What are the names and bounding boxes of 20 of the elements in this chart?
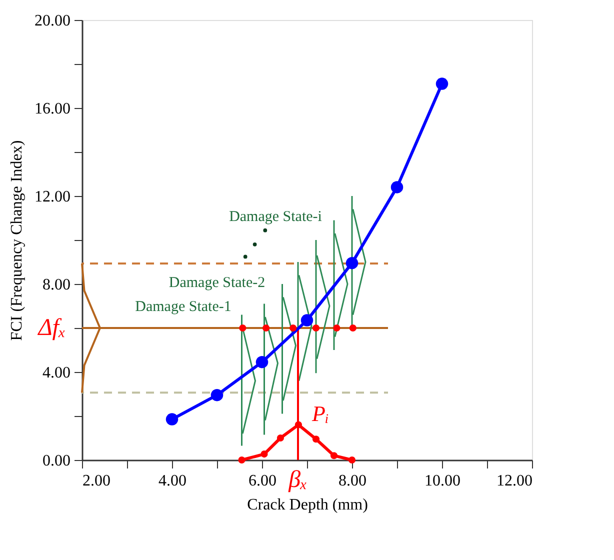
x-tick-label: 4.00 (158, 472, 186, 490)
y-axis-title: FCI (Frequency Change Index) (8, 140, 26, 341)
text: βₓ (288, 467, 308, 493)
x-tick-label: 2.00 (82, 472, 110, 490)
annotation: Damage State-1 (135, 299, 232, 315)
y-tick-label: 12.00 (34, 188, 70, 206)
text: Δfₓ (37, 315, 66, 341)
y-tick-label: 4.00 (42, 364, 70, 382)
x-tick-label: 6.00 (248, 472, 276, 490)
annotation: Damage State-i (229, 208, 322, 225)
annotation: Pᵢ (311, 400, 329, 426)
annotation: Damage State-2 (168, 274, 266, 291)
y-tick-label: 0.00 (42, 452, 70, 470)
x-axis-title: Crack Depth (mm) (247, 496, 368, 514)
y-tick-label: 16.00 (34, 100, 70, 118)
x-tick-label: 10.00 (424, 472, 460, 490)
x-tick-label: 8.00 (338, 472, 366, 490)
y-tick-label: 8.00 (42, 276, 70, 294)
x-tick-label: 12.00 (496, 472, 532, 490)
y-tick-label: 20.00 (34, 12, 70, 30)
